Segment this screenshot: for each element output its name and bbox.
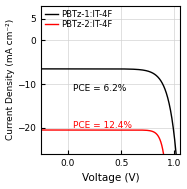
PBTz-2:IT-4F xyxy=(121,129,123,131)
Y-axis label: Current Density (mA cm⁻²): Current Density (mA cm⁻²) xyxy=(6,19,15,140)
PBTz-1:IT-4F xyxy=(102,68,105,70)
PBTz-2:IT-4F xyxy=(144,129,146,131)
Line: PBTz-2:IT-4F: PBTz-2:IT-4F xyxy=(41,130,179,171)
X-axis label: Voltage (V): Voltage (V) xyxy=(82,174,139,184)
Text: PCE = 12.4%: PCE = 12.4% xyxy=(73,121,132,130)
PBTz-1:IT-4F xyxy=(64,68,67,70)
PBTz-2:IT-4F xyxy=(165,170,167,173)
Line: PBTz-1:IT-4F: PBTz-1:IT-4F xyxy=(41,69,179,171)
PBTz-2:IT-4F xyxy=(102,129,105,131)
Text: PCE = 6.2%: PCE = 6.2% xyxy=(73,84,127,93)
PBTz-1:IT-4F xyxy=(40,68,42,70)
PBTz-1:IT-4F xyxy=(75,68,78,70)
Legend: PBTz-1:IT-4F, PBTz-2:IT-4F: PBTz-1:IT-4F, PBTz-2:IT-4F xyxy=(44,8,114,31)
PBTz-1:IT-4F xyxy=(177,170,179,173)
PBTz-2:IT-4F xyxy=(64,129,67,131)
PBTz-2:IT-4F xyxy=(132,129,134,131)
PBTz-2:IT-4F xyxy=(40,129,42,131)
PBTz-1:IT-4F xyxy=(132,68,134,70)
PBTz-2:IT-4F xyxy=(178,170,180,173)
PBTz-1:IT-4F xyxy=(144,69,146,71)
PBTz-1:IT-4F xyxy=(178,170,180,173)
PBTz-1:IT-4F xyxy=(121,68,123,70)
PBTz-2:IT-4F xyxy=(75,129,78,131)
